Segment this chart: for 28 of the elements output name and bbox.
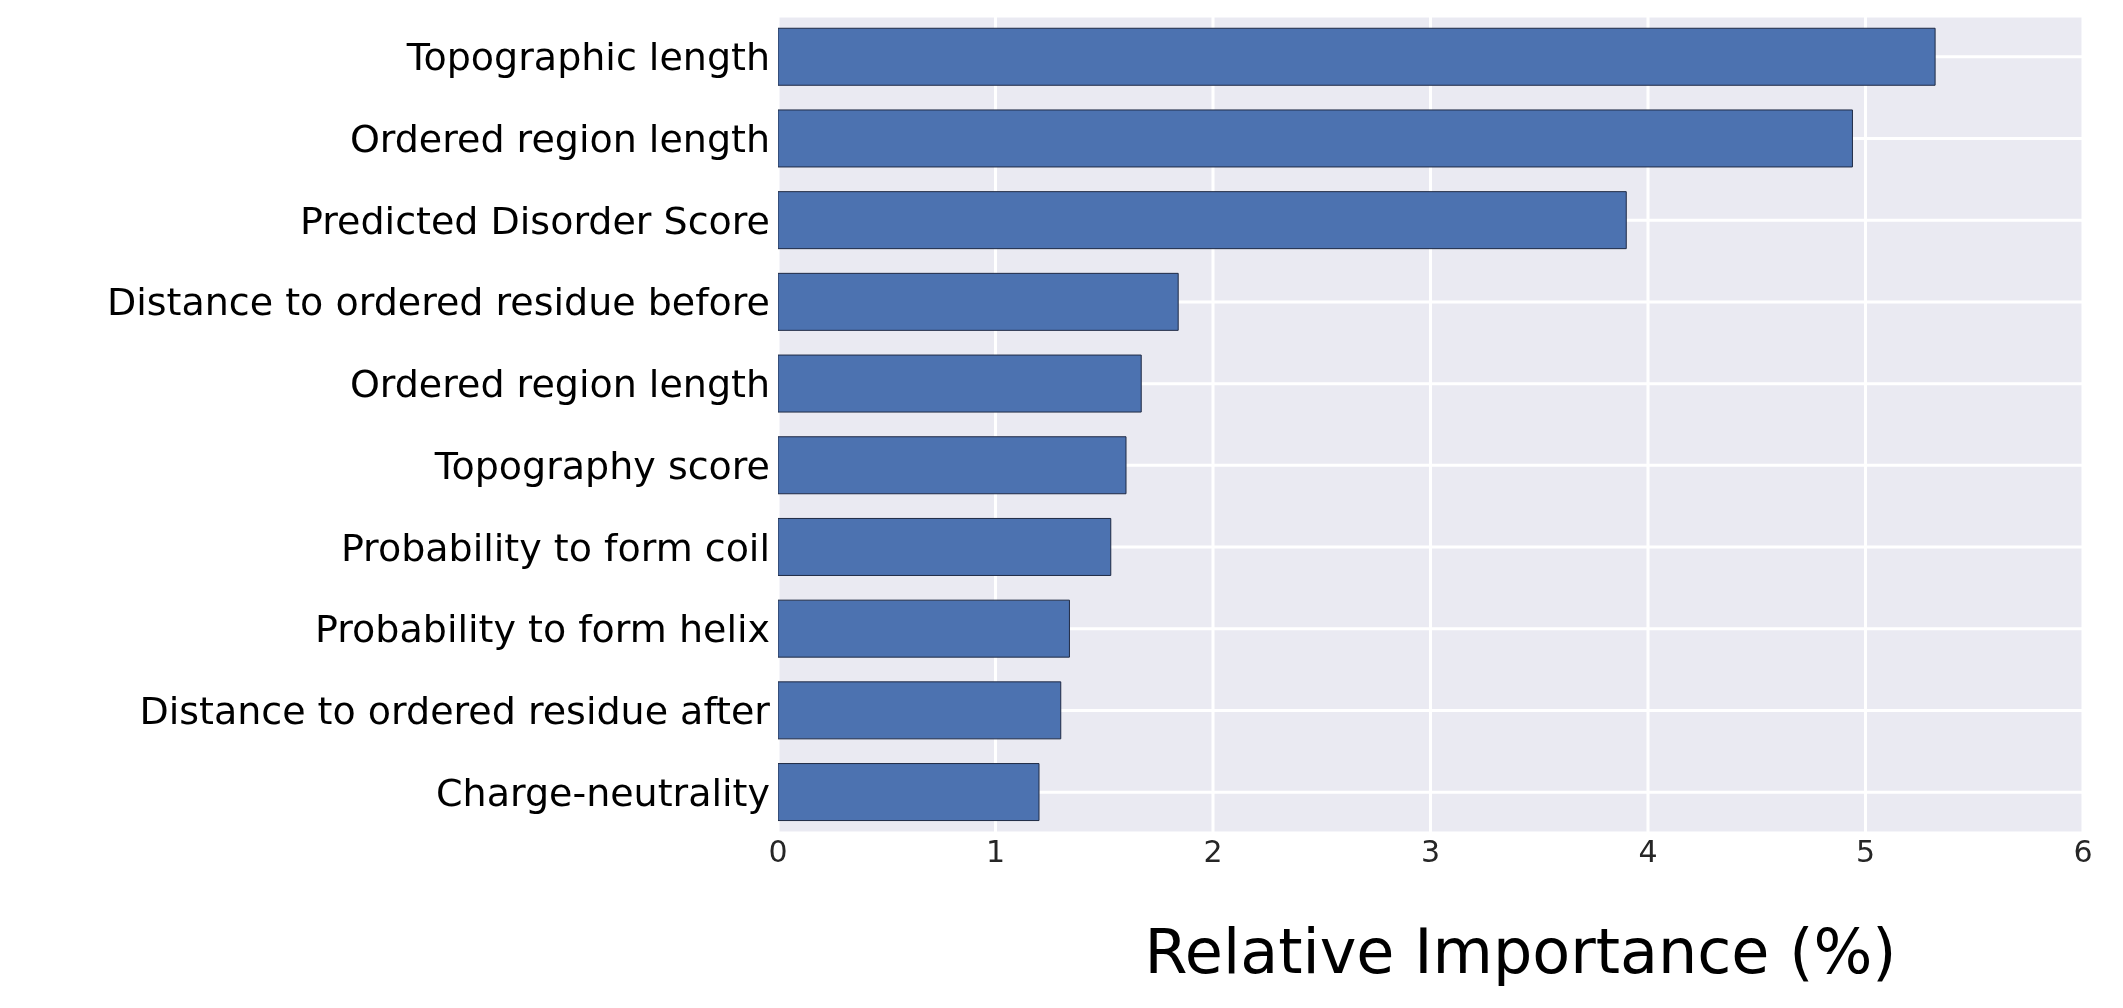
bar xyxy=(778,517,1112,576)
y-tick-label: Predicted Disorder Score xyxy=(300,198,770,243)
y-tick-label: Distance to ordered residue before xyxy=(106,280,770,325)
bar xyxy=(778,681,1062,740)
y-tick-label: Topographic length xyxy=(405,35,770,80)
y-tick-label: Charge-neutrality xyxy=(436,770,770,815)
bar xyxy=(778,27,1936,86)
bar xyxy=(778,763,1040,822)
bar xyxy=(778,354,1142,413)
x-tick-label: 5 xyxy=(1855,834,1876,870)
y-tick-label: Probability to form helix xyxy=(315,607,770,652)
bar xyxy=(778,599,1070,658)
bar xyxy=(778,436,1127,495)
y-tick-label: Ordered region length xyxy=(349,362,770,407)
x-tick-label: 6 xyxy=(2073,834,2093,870)
x-tick-label: 4 xyxy=(1638,834,1658,870)
x-tick-label: 1 xyxy=(985,834,1006,870)
x-axis-title: Relative Importance (%) xyxy=(1144,915,1897,988)
y-tick-label: Topography score xyxy=(433,443,770,488)
x-tick-label: 0 xyxy=(768,834,788,870)
bar xyxy=(778,191,1627,250)
y-tick-label: Distance to ordered residue after xyxy=(139,688,771,733)
bar xyxy=(778,109,1853,168)
y-tick-label: Ordered region length xyxy=(349,117,770,162)
bar xyxy=(778,272,1179,331)
y-tick-label: Probability to form coil xyxy=(340,525,770,570)
x-tick-label: 2 xyxy=(1203,834,1223,870)
x-tick-label: 3 xyxy=(1420,834,1441,870)
